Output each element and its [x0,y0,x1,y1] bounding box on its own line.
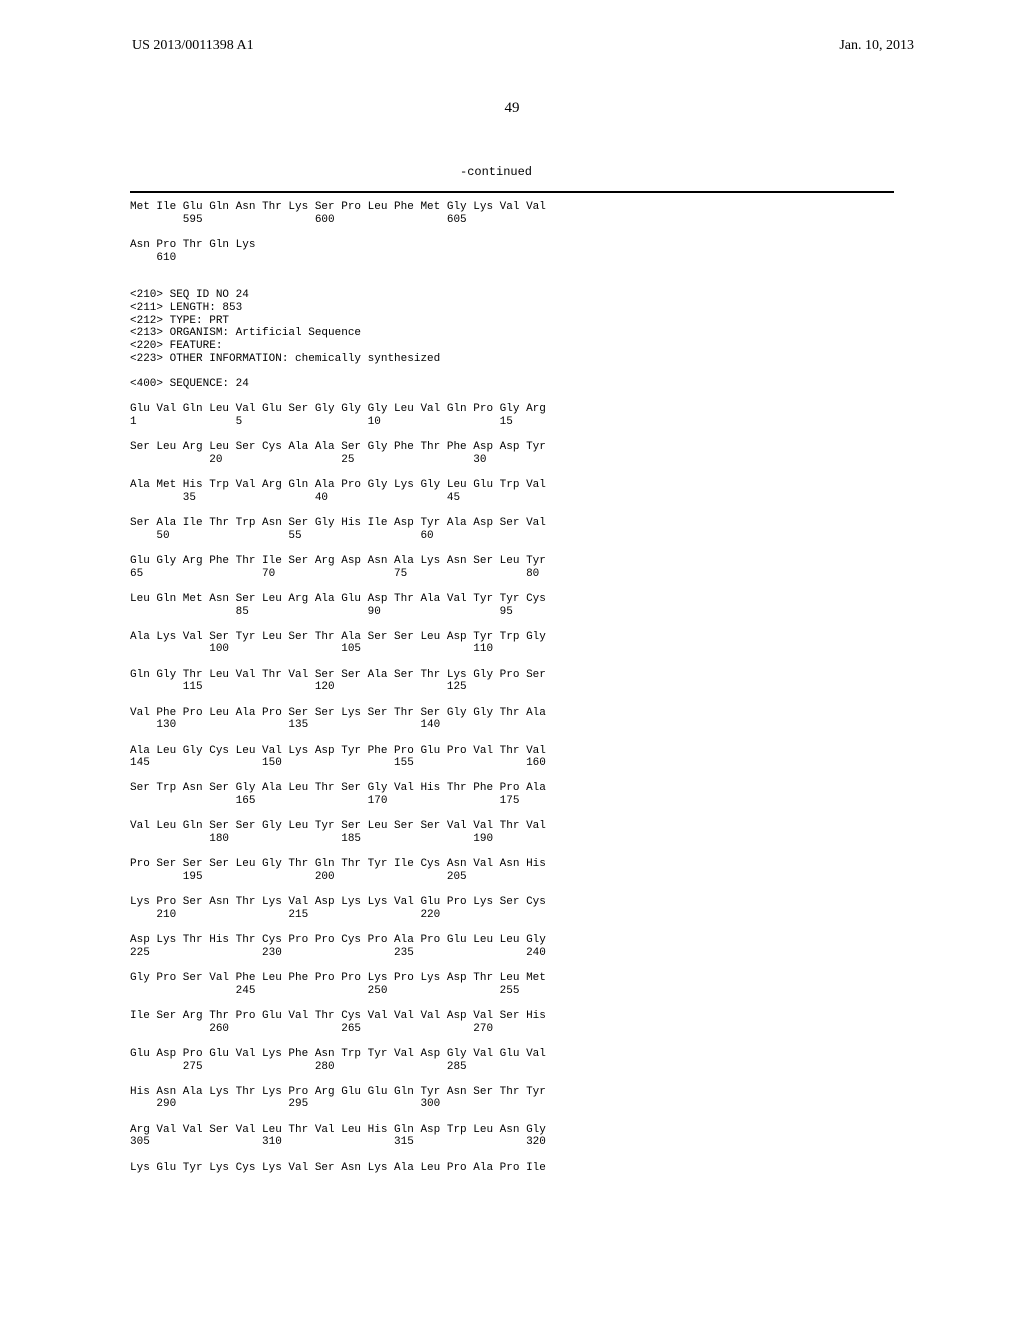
publication-date: Jan. 10, 2013 [839,38,914,54]
publication-number: US 2013/0011398 A1 [132,38,254,54]
continued-label: -continued [460,165,532,179]
page-number: 49 [0,100,1024,117]
sequence-listing: Met Ile Glu Gln Asn Thr Lys Ser Pro Leu … [130,191,894,1174]
